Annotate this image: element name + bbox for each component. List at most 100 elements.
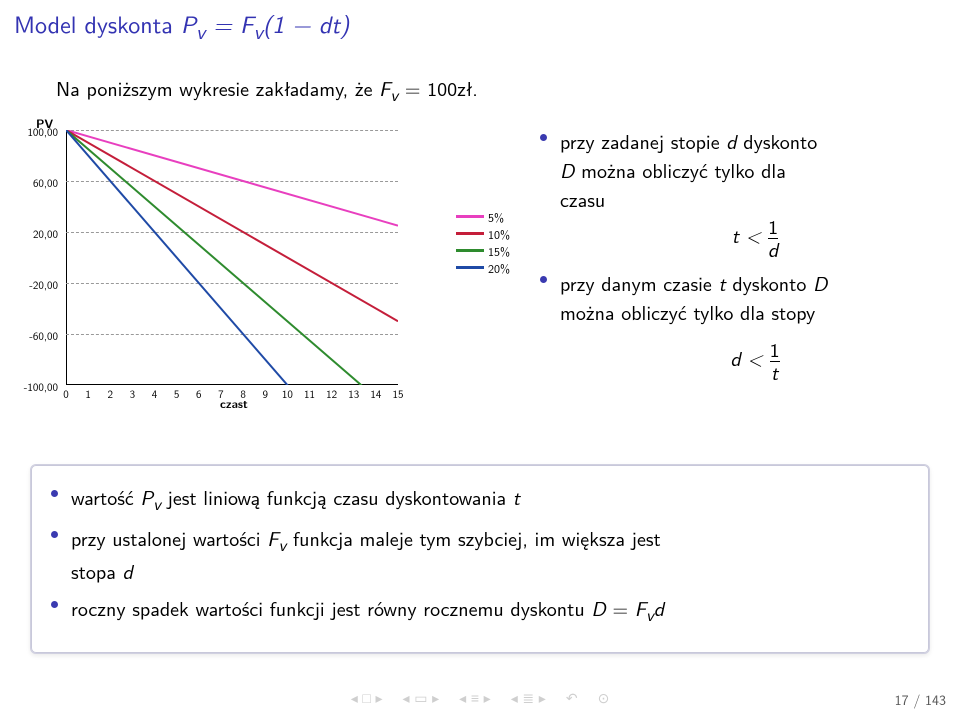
subtitle: Na poniższym wykresie zakładamy, że Fv =… <box>0 56 960 107</box>
b2-frac-body: 1 t <box>770 339 780 384</box>
b2-D: D <box>813 269 827 298</box>
b2-frac: d < 1 t <box>580 339 930 384</box>
page-number: 17 / 143 <box>0 690 960 710</box>
bullet-1: przy zadanej stopie d dyskonto D można o… <box>540 127 930 261</box>
y-tick-label: 20,00 <box>14 226 58 242</box>
b1-D: D <box>560 156 574 185</box>
chart-legend: 5%10%15%20% <box>456 208 516 276</box>
b2-frac-den: t <box>770 362 780 384</box>
title-Fv-sub: v <box>254 17 263 46</box>
b1-frac: t < 1 d <box>580 216 930 261</box>
l3-D: D <box>591 594 605 623</box>
y-tick-label: 60,00 <box>14 175 58 191</box>
title-eqF: = F <box>205 6 253 41</box>
x-tick-label: 3 <box>130 386 136 402</box>
bullet-icon <box>540 134 547 141</box>
y-tick-label: -100,00 <box>14 379 58 395</box>
subtitle-F: F <box>379 74 390 103</box>
b2-t3: można obliczyć tylko dla stopy <box>560 298 815 327</box>
x-tick-label: 5 <box>174 386 180 402</box>
slide-title: Model dyskonta Pv = Fv(1 − dt) <box>0 0 960 56</box>
l1-a: wartość <box>71 483 140 512</box>
legend-label: 20% <box>488 259 510 277</box>
b2-t2: dyskonto <box>726 269 813 298</box>
l3-d: d <box>654 594 664 623</box>
legend-item: 20% <box>456 259 516 276</box>
x-tick-label: 7 <box>218 386 224 402</box>
b1-t1: przy zadanej stopie <box>560 127 726 156</box>
l3-F: F <box>635 594 646 623</box>
y-tick-label: 100,00 <box>14 124 58 140</box>
b2-t: t <box>718 269 725 298</box>
bullet-icon <box>540 276 547 283</box>
b1-t4: czasu <box>560 185 605 214</box>
b1-frac-den: d <box>768 239 778 261</box>
subtitle-t1: Na poniższym wykresie zakładamy, że <box>56 74 379 103</box>
x-tick-label: 10 <box>282 386 293 402</box>
legend-swatch <box>456 215 484 218</box>
right-bullets: przy zadanej stopie d dyskonto D można o… <box>540 125 930 392</box>
chart-series <box>66 130 398 385</box>
legend-label: 10% <box>488 225 510 243</box>
l2-F: F <box>267 524 278 553</box>
legend-label: 5% <box>488 208 504 226</box>
x-tick-label: 13 <box>348 386 359 402</box>
b1-t3: można obliczyć tylko dla <box>574 156 785 185</box>
x-tick-label: 2 <box>108 386 114 402</box>
series-line <box>66 130 398 385</box>
l3-v: v <box>646 603 654 627</box>
title-Pv-P: P <box>181 6 196 41</box>
title-Pv-sub: v <box>196 17 205 46</box>
bullet-icon <box>51 601 58 608</box>
y-tick-label: -20,00 <box>14 277 58 293</box>
bullet-icon <box>51 531 58 538</box>
legend-item: 10% <box>456 225 516 242</box>
l1-b: jest liniową funkcją czasu dyskontowania <box>161 483 513 512</box>
series-line <box>66 130 398 226</box>
x-tick-label: 0 <box>63 386 69 402</box>
x-tick-label: 6 <box>196 386 202 402</box>
subtitle-t2: = 100zł. <box>398 74 478 103</box>
x-tick-label: 11 <box>304 386 315 402</box>
legend-label: 15% <box>488 242 510 260</box>
b1-frac-lhs: t < <box>732 221 761 250</box>
x-tick-label: 12 <box>326 386 337 402</box>
y-tick-label: -60,00 <box>14 328 58 344</box>
x-tick-label: 4 <box>152 386 158 402</box>
l2-c: stopa <box>71 557 123 586</box>
series-line <box>66 130 398 321</box>
x-tick-label: 9 <box>262 386 268 402</box>
lower-item-1: wartość Pv jest liniową funkcją czasu dy… <box>51 483 909 516</box>
l3-a: roczny spadek wartości funkcji jest równ… <box>71 594 591 623</box>
x-tick-label: 15 <box>393 386 404 402</box>
legend-swatch <box>456 266 484 269</box>
legend-swatch <box>456 232 484 235</box>
b1-frac-body: 1 d <box>768 216 778 261</box>
b1-d: d <box>726 127 736 156</box>
l2-b: funkcja maleje tym szybciej, im większa … <box>286 524 660 553</box>
title-rhs: (1 − dt) <box>263 6 349 41</box>
title-prefix: Model dyskonta <box>14 6 181 41</box>
legend-item: 5% <box>456 208 516 225</box>
b2-frac-lhs: d < <box>730 344 763 373</box>
lower-item-2: przy ustalonej wartości Fv funkcja malej… <box>51 524 909 586</box>
legend-item: 15% <box>456 242 516 259</box>
bullet-2: przy danym czasie t dyskonto D można obl… <box>540 269 930 384</box>
lower-item-3: roczny spadek wartości funkcji jest równ… <box>51 594 909 627</box>
lower-box: wartość Pv jest liniową funkcją czasu dy… <box>30 464 930 654</box>
x-tick-label: 14 <box>370 386 381 402</box>
x-tick-label: 1 <box>85 386 91 402</box>
bullet-icon <box>51 490 58 497</box>
l2-a: przy ustalonej wartości <box>71 524 267 553</box>
l3-eq: = <box>606 594 635 623</box>
b2-t1: przy danym czasie <box>560 269 718 298</box>
l2-d: d <box>123 557 133 586</box>
series-line <box>66 130 398 385</box>
l1-P: P <box>140 483 153 512</box>
l1-t: t <box>513 483 520 512</box>
l1-v: v <box>153 492 161 516</box>
chart: PV czast 100,0060,0020,00-20,00-60,00-10… <box>14 120 452 410</box>
b1-t2: dyskonto <box>737 127 818 156</box>
x-tick-label: 8 <box>240 386 246 402</box>
legend-swatch <box>456 249 484 252</box>
